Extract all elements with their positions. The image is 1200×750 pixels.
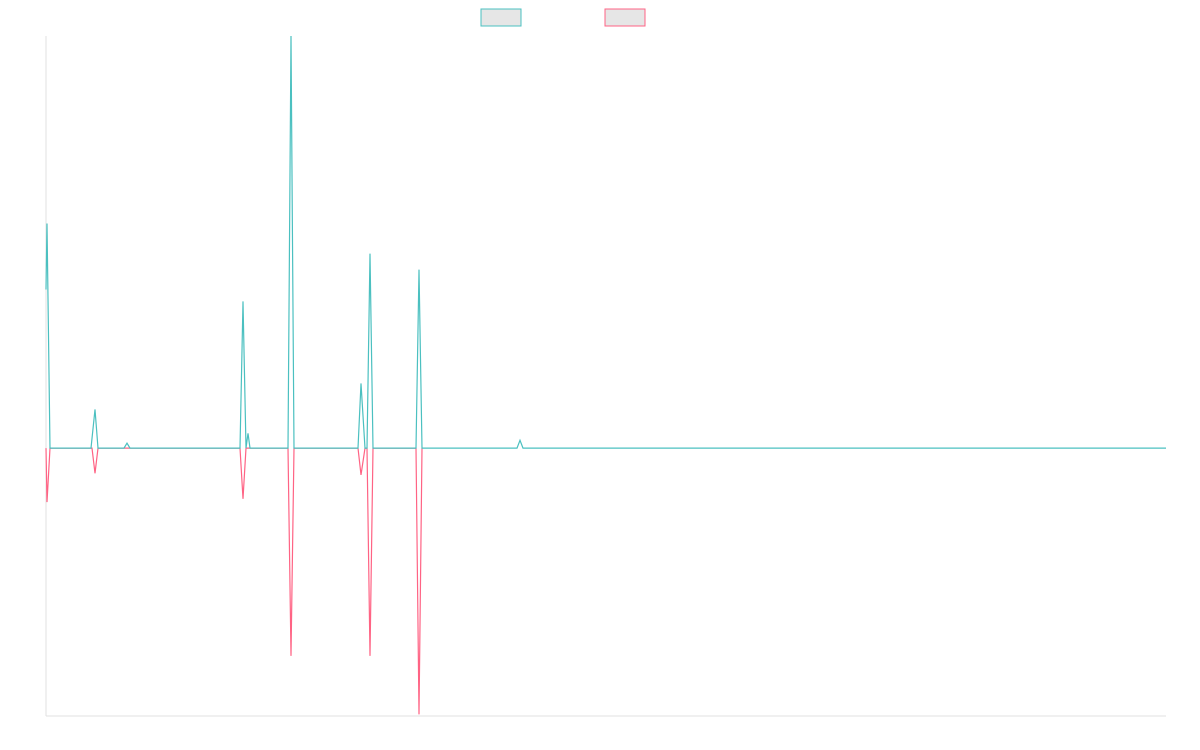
legend-swatch[interactable] bbox=[604, 8, 646, 27]
series-line bbox=[45, 447, 423, 715]
series-line bbox=[45, 35, 1166, 449]
legend-swatch[interactable] bbox=[480, 8, 522, 27]
